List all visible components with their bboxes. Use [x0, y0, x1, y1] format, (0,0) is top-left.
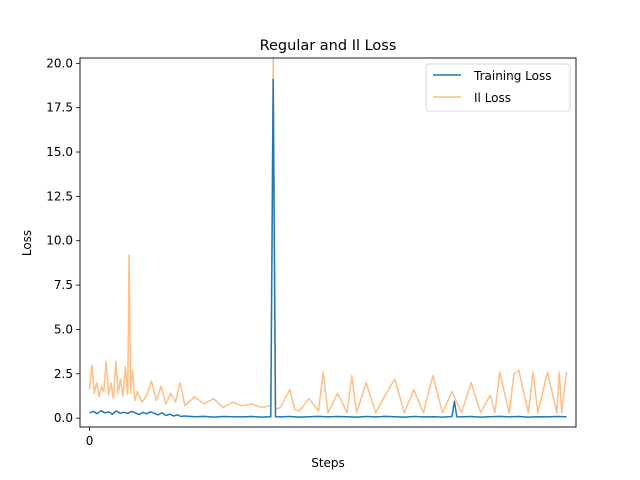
- chart-title: Regular and Il Loss: [260, 38, 397, 54]
- y-tick-label: 7.5: [54, 278, 73, 292]
- plot-lines: [88, 57, 568, 418]
- y-axis-label: Loss: [20, 230, 34, 256]
- y-tick-label: 5.0: [54, 322, 73, 336]
- x-tick-label: 0: [86, 434, 94, 448]
- y-tick-label: 20.0: [46, 56, 73, 70]
- series-line-training-loss: [89, 78, 567, 418]
- axes-frame: [79, 57, 577, 428]
- legend: Training Loss Il Loss: [425, 63, 571, 112]
- legend-label-il-loss: Il Loss: [474, 91, 511, 105]
- y-tick-label: 0.0: [54, 411, 73, 425]
- y-tick-label: 2.5: [54, 367, 73, 381]
- y-tick-label: 17.5: [46, 101, 73, 115]
- y-tick-label: 10.0: [46, 234, 73, 248]
- y-tick-label: 12.5: [46, 189, 73, 203]
- legend-label-training-loss: Training Loss: [473, 69, 551, 83]
- y-tick-label: 15.0: [46, 145, 73, 159]
- y-axis-ticks: 0.0 2.5 5.0 7.5 10.0 12.5 15.0 17.5 20.0: [46, 56, 80, 425]
- legend-box: [425, 63, 571, 112]
- x-axis-label: Steps: [311, 456, 345, 470]
- x-axis-ticks: 0: [86, 427, 94, 448]
